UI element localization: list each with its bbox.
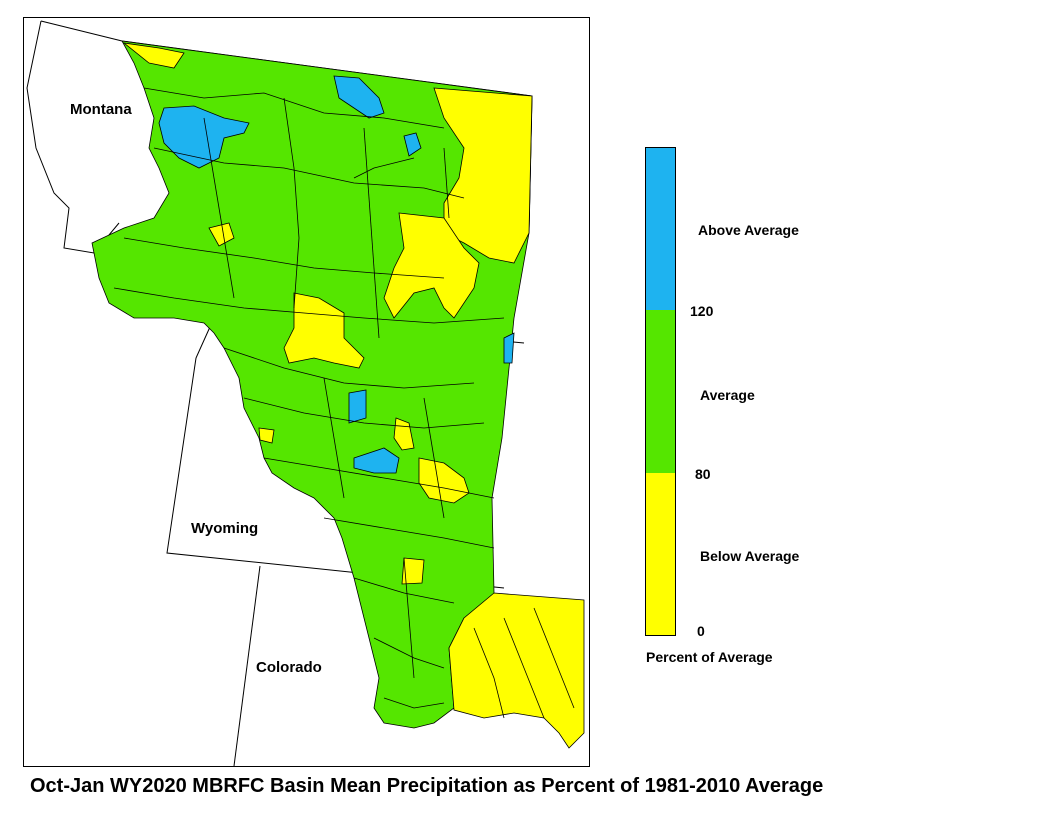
above-region-nw (158, 105, 250, 169)
below-region-se (448, 592, 585, 749)
colorado-outline (233, 565, 261, 766)
above-region-small1 (403, 132, 422, 157)
legend-swatch-average (646, 310, 675, 473)
map-frame: Montana Wyoming Colorado (23, 17, 590, 767)
below-region-south (418, 457, 470, 504)
legend-tick-0: 0 (697, 623, 705, 639)
above-region-north (333, 75, 385, 119)
legend-tick-120: 120 (690, 303, 714, 319)
legend-swatch-above (646, 148, 675, 310)
legend-tick-80: 80 (695, 466, 711, 482)
map-caption: Oct-Jan WY2020 MBRFC Basin Mean Precipit… (30, 775, 824, 797)
blue-basins (158, 75, 515, 474)
state-label-montana: Montana (70, 101, 132, 118)
below-region-nw (122, 42, 185, 69)
below-region-mid (383, 212, 480, 319)
yellow-basins (122, 42, 585, 749)
basin-lines (113, 87, 575, 719)
legend-swatch-below (646, 473, 675, 635)
legend-title: Percent of Average (646, 649, 773, 665)
state-label-colorado: Colorado (256, 659, 322, 676)
below-region-center (283, 292, 365, 369)
below-region-small4 (258, 427, 275, 444)
basin-map (26, 20, 585, 766)
above-region-south (353, 447, 400, 474)
below-region-small2 (401, 557, 425, 585)
legend-label-above: Above Average (698, 222, 799, 238)
legend-color-bar (645, 147, 676, 636)
above-region-center (348, 389, 367, 424)
above-region-east (503, 332, 515, 364)
legend-label-average: Average (700, 387, 755, 403)
legend-label-below: Below Average (700, 548, 800, 564)
below-region-small3 (208, 222, 235, 247)
state-label-wyoming: Wyoming (191, 520, 259, 537)
